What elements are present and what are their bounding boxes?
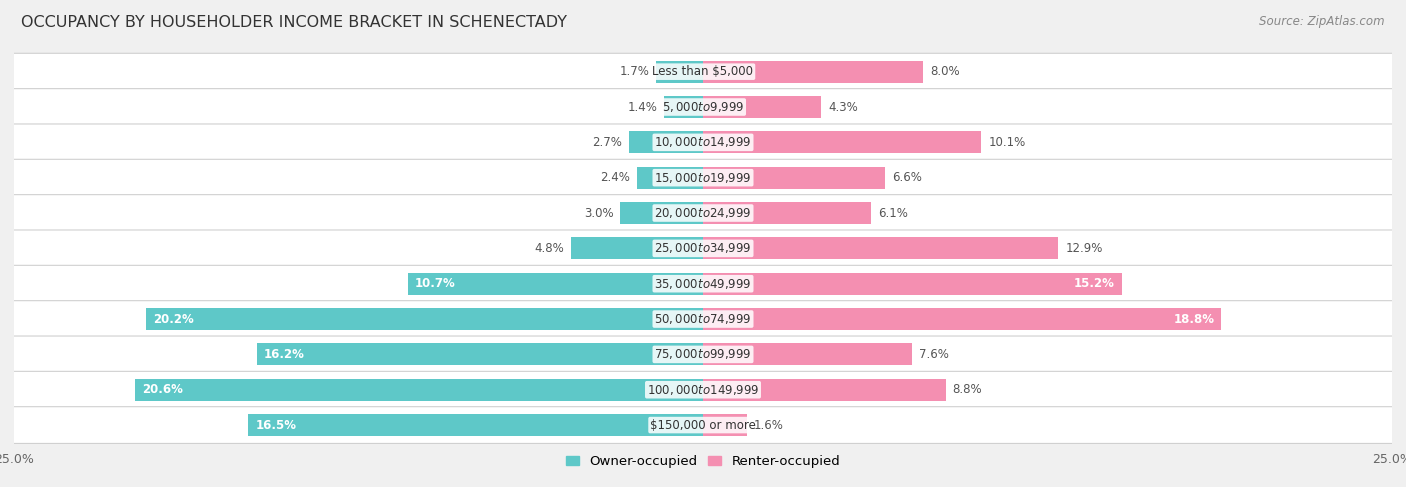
Bar bbox=[135, 379, 703, 401]
Text: $75,000 to $99,999: $75,000 to $99,999 bbox=[654, 347, 752, 361]
Text: 10.1%: 10.1% bbox=[988, 136, 1025, 149]
Text: OCCUPANCY BY HOUSEHOLDER INCOME BRACKET IN SCHENECTADY: OCCUPANCY BY HOUSEHOLDER INCOME BRACKET … bbox=[21, 15, 567, 30]
FancyBboxPatch shape bbox=[1, 300, 1405, 337]
Text: 4.8%: 4.8% bbox=[534, 242, 564, 255]
FancyBboxPatch shape bbox=[1, 265, 1405, 302]
Text: 18.8%: 18.8% bbox=[1173, 313, 1215, 325]
Text: $35,000 to $49,999: $35,000 to $49,999 bbox=[654, 277, 752, 291]
Text: 8.8%: 8.8% bbox=[952, 383, 981, 396]
Text: 1.6%: 1.6% bbox=[754, 418, 785, 431]
Text: $5,000 to $9,999: $5,000 to $9,999 bbox=[662, 100, 744, 114]
Bar bbox=[703, 238, 1059, 259]
Text: 15.2%: 15.2% bbox=[1074, 277, 1115, 290]
Bar bbox=[703, 61, 924, 83]
Text: 7.6%: 7.6% bbox=[920, 348, 949, 361]
Text: $50,000 to $74,999: $50,000 to $74,999 bbox=[654, 312, 752, 326]
Bar bbox=[703, 379, 945, 401]
Bar bbox=[628, 131, 703, 153]
Text: $10,000 to $14,999: $10,000 to $14,999 bbox=[654, 135, 752, 150]
Text: 1.4%: 1.4% bbox=[627, 100, 658, 113]
Text: 2.7%: 2.7% bbox=[592, 136, 621, 149]
Text: 12.9%: 12.9% bbox=[1066, 242, 1102, 255]
FancyBboxPatch shape bbox=[1, 372, 1405, 408]
Bar bbox=[703, 96, 821, 118]
FancyBboxPatch shape bbox=[1, 336, 1405, 373]
Text: 6.1%: 6.1% bbox=[877, 206, 908, 220]
Bar bbox=[703, 414, 747, 436]
Text: $150,000 or more: $150,000 or more bbox=[650, 418, 756, 431]
Bar bbox=[657, 61, 703, 83]
Text: 16.2%: 16.2% bbox=[263, 348, 304, 361]
Bar bbox=[571, 238, 703, 259]
Text: $100,000 to $149,999: $100,000 to $149,999 bbox=[647, 383, 759, 397]
Text: 3.0%: 3.0% bbox=[583, 206, 613, 220]
Bar bbox=[703, 167, 884, 188]
Text: Source: ZipAtlas.com: Source: ZipAtlas.com bbox=[1260, 15, 1385, 28]
FancyBboxPatch shape bbox=[1, 53, 1405, 90]
Text: 2.4%: 2.4% bbox=[600, 171, 630, 184]
Text: 1.7%: 1.7% bbox=[620, 65, 650, 78]
Bar bbox=[620, 202, 703, 224]
Text: Less than $5,000: Less than $5,000 bbox=[652, 65, 754, 78]
Legend: Owner-occupied, Renter-occupied: Owner-occupied, Renter-occupied bbox=[560, 450, 846, 473]
Text: 8.0%: 8.0% bbox=[931, 65, 960, 78]
FancyBboxPatch shape bbox=[1, 124, 1405, 161]
FancyBboxPatch shape bbox=[1, 195, 1405, 231]
Bar bbox=[665, 96, 703, 118]
FancyBboxPatch shape bbox=[1, 230, 1405, 267]
Text: 20.6%: 20.6% bbox=[142, 383, 183, 396]
Bar bbox=[703, 273, 1122, 295]
FancyBboxPatch shape bbox=[1, 89, 1405, 125]
FancyBboxPatch shape bbox=[1, 407, 1405, 444]
Bar bbox=[637, 167, 703, 188]
Text: $20,000 to $24,999: $20,000 to $24,999 bbox=[654, 206, 752, 220]
Bar bbox=[146, 308, 703, 330]
Bar bbox=[408, 273, 703, 295]
Bar bbox=[703, 308, 1220, 330]
Text: 4.3%: 4.3% bbox=[828, 100, 858, 113]
Bar bbox=[703, 131, 981, 153]
Bar bbox=[249, 414, 703, 436]
Bar bbox=[256, 343, 703, 365]
Text: 10.7%: 10.7% bbox=[415, 277, 456, 290]
Bar bbox=[703, 202, 872, 224]
Text: $15,000 to $19,999: $15,000 to $19,999 bbox=[654, 170, 752, 185]
Bar bbox=[703, 343, 912, 365]
FancyBboxPatch shape bbox=[1, 159, 1405, 196]
Text: 6.6%: 6.6% bbox=[891, 171, 922, 184]
Text: $25,000 to $34,999: $25,000 to $34,999 bbox=[654, 242, 752, 255]
Text: 20.2%: 20.2% bbox=[153, 313, 194, 325]
Text: 16.5%: 16.5% bbox=[254, 418, 297, 431]
